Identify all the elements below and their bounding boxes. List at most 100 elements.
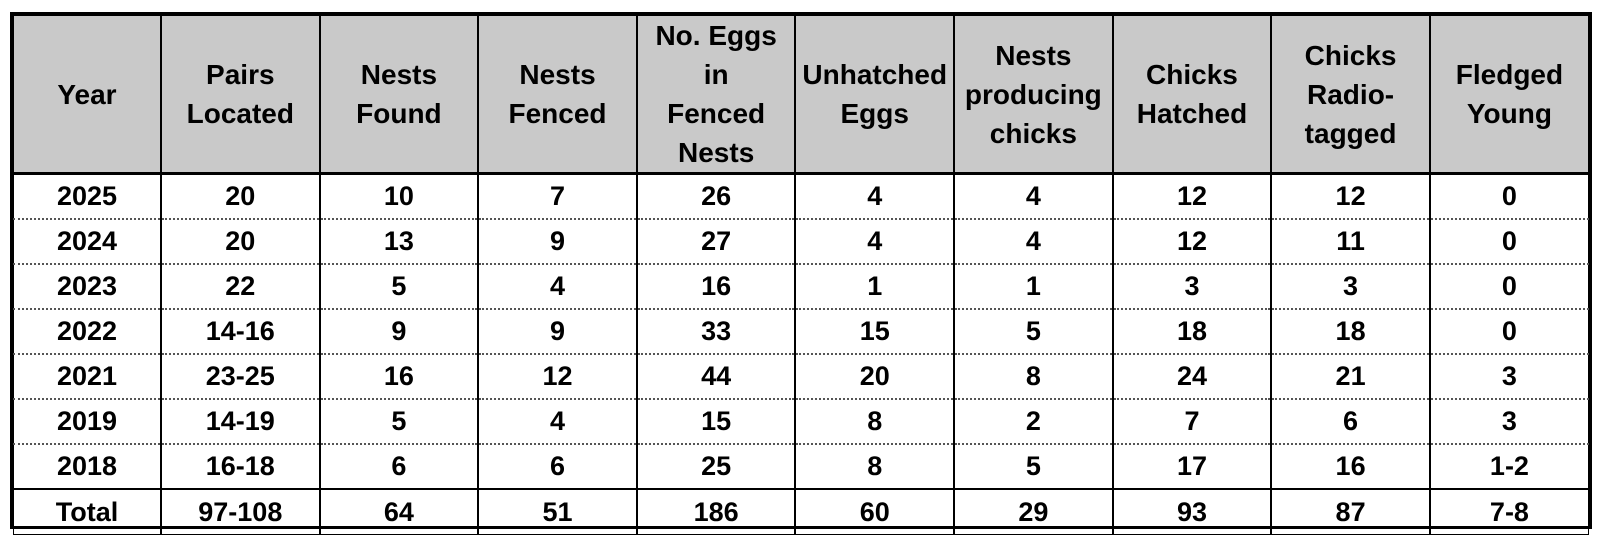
nesting-data-table: Year Pairs Located Nests Found Nests Fenced No.… (13, 15, 1589, 535)
table-body: 2025 20 10 7 26 4 4 12 12 0 2024 20 13 9 27 4 4 12 11 0 2023… (13, 173, 1589, 535)
table-cell: 6 (1270, 398, 1431, 445)
table-cell: 1-2 (1428, 443, 1589, 490)
column-header-line: Chicks (1304, 39, 1397, 71)
table-cell: 4 (953, 173, 1114, 220)
table-cell: 11 (1270, 218, 1431, 265)
year-cell: 2024 (13, 218, 162, 265)
total-cell: 97-108 (160, 488, 321, 535)
table-cell: 16 (635, 263, 796, 310)
column-header: Year (13, 15, 162, 174)
table-cell: 12 (477, 353, 638, 400)
column-header-line: Year (57, 78, 117, 110)
table-cell: 4 (953, 218, 1114, 265)
table-cell: 4 (477, 263, 638, 310)
year-cell: 2025 (13, 173, 162, 220)
year-cell: 2018 (13, 443, 162, 490)
total-cell: 87 (1270, 488, 1431, 535)
table-cell: 5 (318, 398, 479, 445)
table-cell: 20 (160, 173, 321, 220)
table-cell: 20 (794, 353, 955, 400)
table-row: 2025 20 10 7 26 4 4 12 12 0 (13, 173, 1589, 220)
column-header-line: Located (186, 98, 294, 129)
year-cell: 2023 (13, 263, 162, 310)
table-cell: 0 (1428, 263, 1589, 310)
table-cell: 4 (477, 398, 638, 445)
column-header-line: Hatched (1136, 98, 1248, 129)
column-header: Chicks Hatched (1111, 15, 1272, 174)
column-header-line: Nests (519, 59, 596, 90)
total-cell: 7-8 (1428, 488, 1589, 535)
table-row: 2018 16-18 6 6 25 8 5 17 16 1-2 (13, 443, 1589, 490)
table-row: 2024 20 13 9 27 4 4 12 11 0 (13, 218, 1589, 265)
column-header: Unhatched Eggs (794, 15, 955, 174)
table-cell: 1 (794, 263, 955, 310)
table-cell: 20 (160, 218, 321, 265)
column-header-line: No. Eggs (655, 20, 777, 51)
table-cell: 6 (318, 443, 479, 490)
table-cell: 12 (1270, 173, 1431, 220)
table-cell: 3 (1270, 263, 1431, 310)
column-header-line: Nests (360, 59, 438, 90)
table-cell: 17 (1111, 443, 1272, 490)
table-cell: 10 (318, 173, 479, 220)
column-header: Pairs Located (160, 15, 321, 174)
table-cell: 2 (953, 398, 1114, 445)
table-cell: 26 (635, 173, 796, 220)
table-cell: 4 (794, 218, 955, 265)
table-cell: 14-19 (160, 398, 321, 445)
table-cell: 8 (794, 398, 955, 445)
table-cell: 5 (318, 263, 479, 310)
nesting-data-table-container: Year Pairs Located Nests Found Nests Fenced No.… (10, 12, 1592, 535)
table-cell: 0 (1428, 173, 1589, 220)
column-header-line: Fledged (1455, 59, 1564, 90)
table-cell: 3 (1428, 353, 1589, 400)
total-cell: 186 (635, 488, 796, 535)
table-cell: 24 (1111, 353, 1272, 400)
table-cell: 16 (318, 353, 479, 400)
total-label-cell: Total (13, 488, 162, 535)
table-cell: 25 (635, 443, 796, 490)
total-cell: 64 (318, 488, 479, 535)
table-cell: 14-16 (160, 308, 321, 355)
column-header-line: Chicks (1146, 59, 1238, 90)
table-row: 2021 23-25 16 12 44 20 8 24 21 3 (13, 353, 1589, 400)
column-header: Nests producing chicks (953, 15, 1114, 174)
year-cell: 2019 (13, 398, 162, 445)
year-cell: 2022 (13, 308, 162, 355)
column-header: Nests Fenced (477, 15, 638, 174)
table-cell: 9 (477, 308, 638, 355)
table-cell: 12 (1111, 218, 1272, 265)
table-cell: 12 (1111, 173, 1272, 220)
column-header: Chicks Radio-tagged (1270, 15, 1431, 174)
table-cell: 8 (953, 353, 1114, 400)
table-cell: 16 (1270, 443, 1431, 490)
table-cell: 5 (953, 443, 1114, 490)
table-cell: 3 (1428, 398, 1589, 445)
column-header: No. Eggs in Fenced Nests (635, 15, 796, 174)
column-header-line: chicks (989, 117, 1077, 149)
total-cell: 29 (953, 488, 1114, 535)
table-cell: 15 (794, 308, 955, 355)
table-cell: 4 (794, 173, 955, 220)
table-cell: 5 (953, 308, 1114, 355)
table-cell: 15 (635, 398, 796, 445)
table-cell: 27 (635, 218, 796, 265)
column-header: Nests Found (318, 15, 479, 174)
column-header-line: Pairs (206, 59, 275, 90)
column-header-line: in (703, 59, 729, 90)
table-cell: 9 (477, 218, 638, 265)
table-cell: 9 (318, 308, 479, 355)
table-cell: 44 (635, 353, 796, 400)
column-header-line: Eggs (840, 98, 909, 129)
table-cell: 16-18 (160, 443, 321, 490)
table-cell: 1 (953, 263, 1114, 310)
column-header-line: Nests (678, 137, 755, 168)
total-cell: 60 (794, 488, 955, 535)
year-cell: 2021 (13, 353, 162, 400)
column-header-line: Radio- (1307, 78, 1395, 110)
table-cell: 3 (1111, 263, 1272, 310)
table-header-row: Year Pairs Located Nests Found Nests Fenced No.… (13, 15, 1589, 174)
table-cell: 7 (477, 173, 638, 220)
table-cell: 8 (794, 443, 955, 490)
column-header-line: Young (1466, 98, 1552, 129)
